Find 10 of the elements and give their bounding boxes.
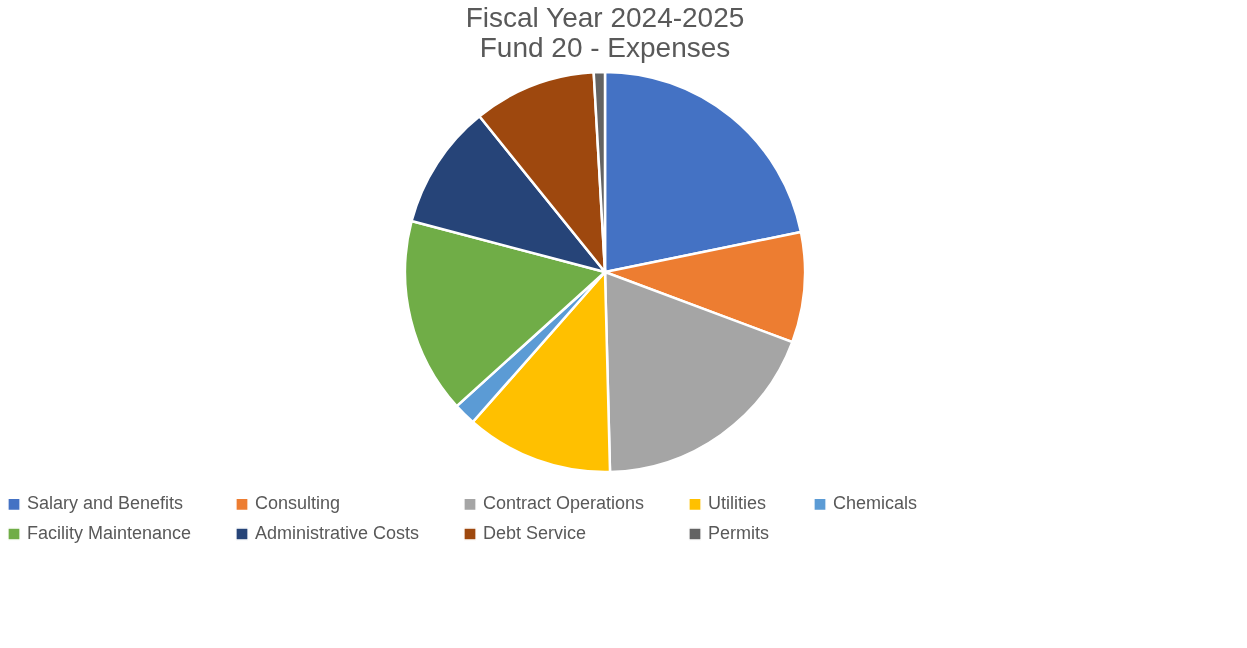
legend-label: Debt Service (483, 523, 587, 543)
legend-label: Utilities (708, 493, 767, 514)
chart-title: Fiscal Year 2024-2025 Fund 20 - Expenses (465, 2, 745, 63)
legend-label: Salary and Benefits (27, 493, 184, 514)
legend-label: Consulting (255, 493, 341, 514)
legend-label: Contract Operations (483, 493, 645, 514)
legend-label: Permits (708, 523, 770, 543)
legend-label: Chemicals (833, 493, 918, 514)
legend-label: Facility Maintenance (27, 523, 192, 543)
legend-label: Administrative Costs (255, 523, 420, 543)
